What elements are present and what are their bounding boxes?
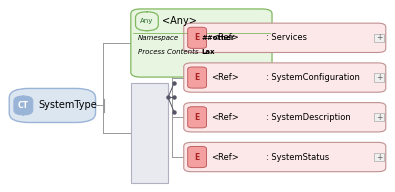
Text: Lax: Lax <box>201 49 215 55</box>
Bar <box>131 83 168 183</box>
FancyBboxPatch shape <box>184 103 386 132</box>
Text: Any: Any <box>140 18 154 24</box>
FancyBboxPatch shape <box>188 107 207 128</box>
Text: <Any>: <Any> <box>162 16 197 26</box>
FancyBboxPatch shape <box>9 89 96 122</box>
Text: ##other: ##other <box>201 36 235 41</box>
Text: CT: CT <box>18 101 29 110</box>
Text: : Services: : Services <box>266 33 307 42</box>
Bar <box>374 113 384 122</box>
FancyBboxPatch shape <box>188 27 207 48</box>
Text: +: + <box>376 33 382 42</box>
Bar <box>374 153 384 161</box>
Text: SystemType: SystemType <box>39 100 98 110</box>
Text: Process Contents: Process Contents <box>138 49 198 55</box>
Bar <box>374 73 384 82</box>
Text: Namespace: Namespace <box>138 36 179 41</box>
Text: : SystemDescription: : SystemDescription <box>266 113 351 122</box>
FancyBboxPatch shape <box>131 9 272 77</box>
Text: <Ref>: <Ref> <box>211 33 239 42</box>
Text: <Ref>: <Ref> <box>211 152 239 161</box>
Text: +: + <box>376 113 382 122</box>
Bar <box>374 34 384 42</box>
Text: : SystemStatus: : SystemStatus <box>266 152 329 161</box>
Text: +: + <box>376 152 382 161</box>
FancyBboxPatch shape <box>184 23 386 52</box>
FancyBboxPatch shape <box>188 146 207 168</box>
FancyBboxPatch shape <box>188 67 207 88</box>
Text: E: E <box>194 152 200 161</box>
Text: <Ref>: <Ref> <box>211 73 239 82</box>
Text: +: + <box>376 73 382 82</box>
FancyBboxPatch shape <box>14 96 33 115</box>
Text: : SystemConfiguration: : SystemConfiguration <box>266 73 360 82</box>
FancyBboxPatch shape <box>135 12 158 31</box>
Text: E: E <box>194 33 200 42</box>
FancyBboxPatch shape <box>184 142 386 172</box>
Text: E: E <box>194 73 200 82</box>
Text: E: E <box>194 113 200 122</box>
Text: <Ref>: <Ref> <box>211 113 239 122</box>
FancyBboxPatch shape <box>184 63 386 92</box>
